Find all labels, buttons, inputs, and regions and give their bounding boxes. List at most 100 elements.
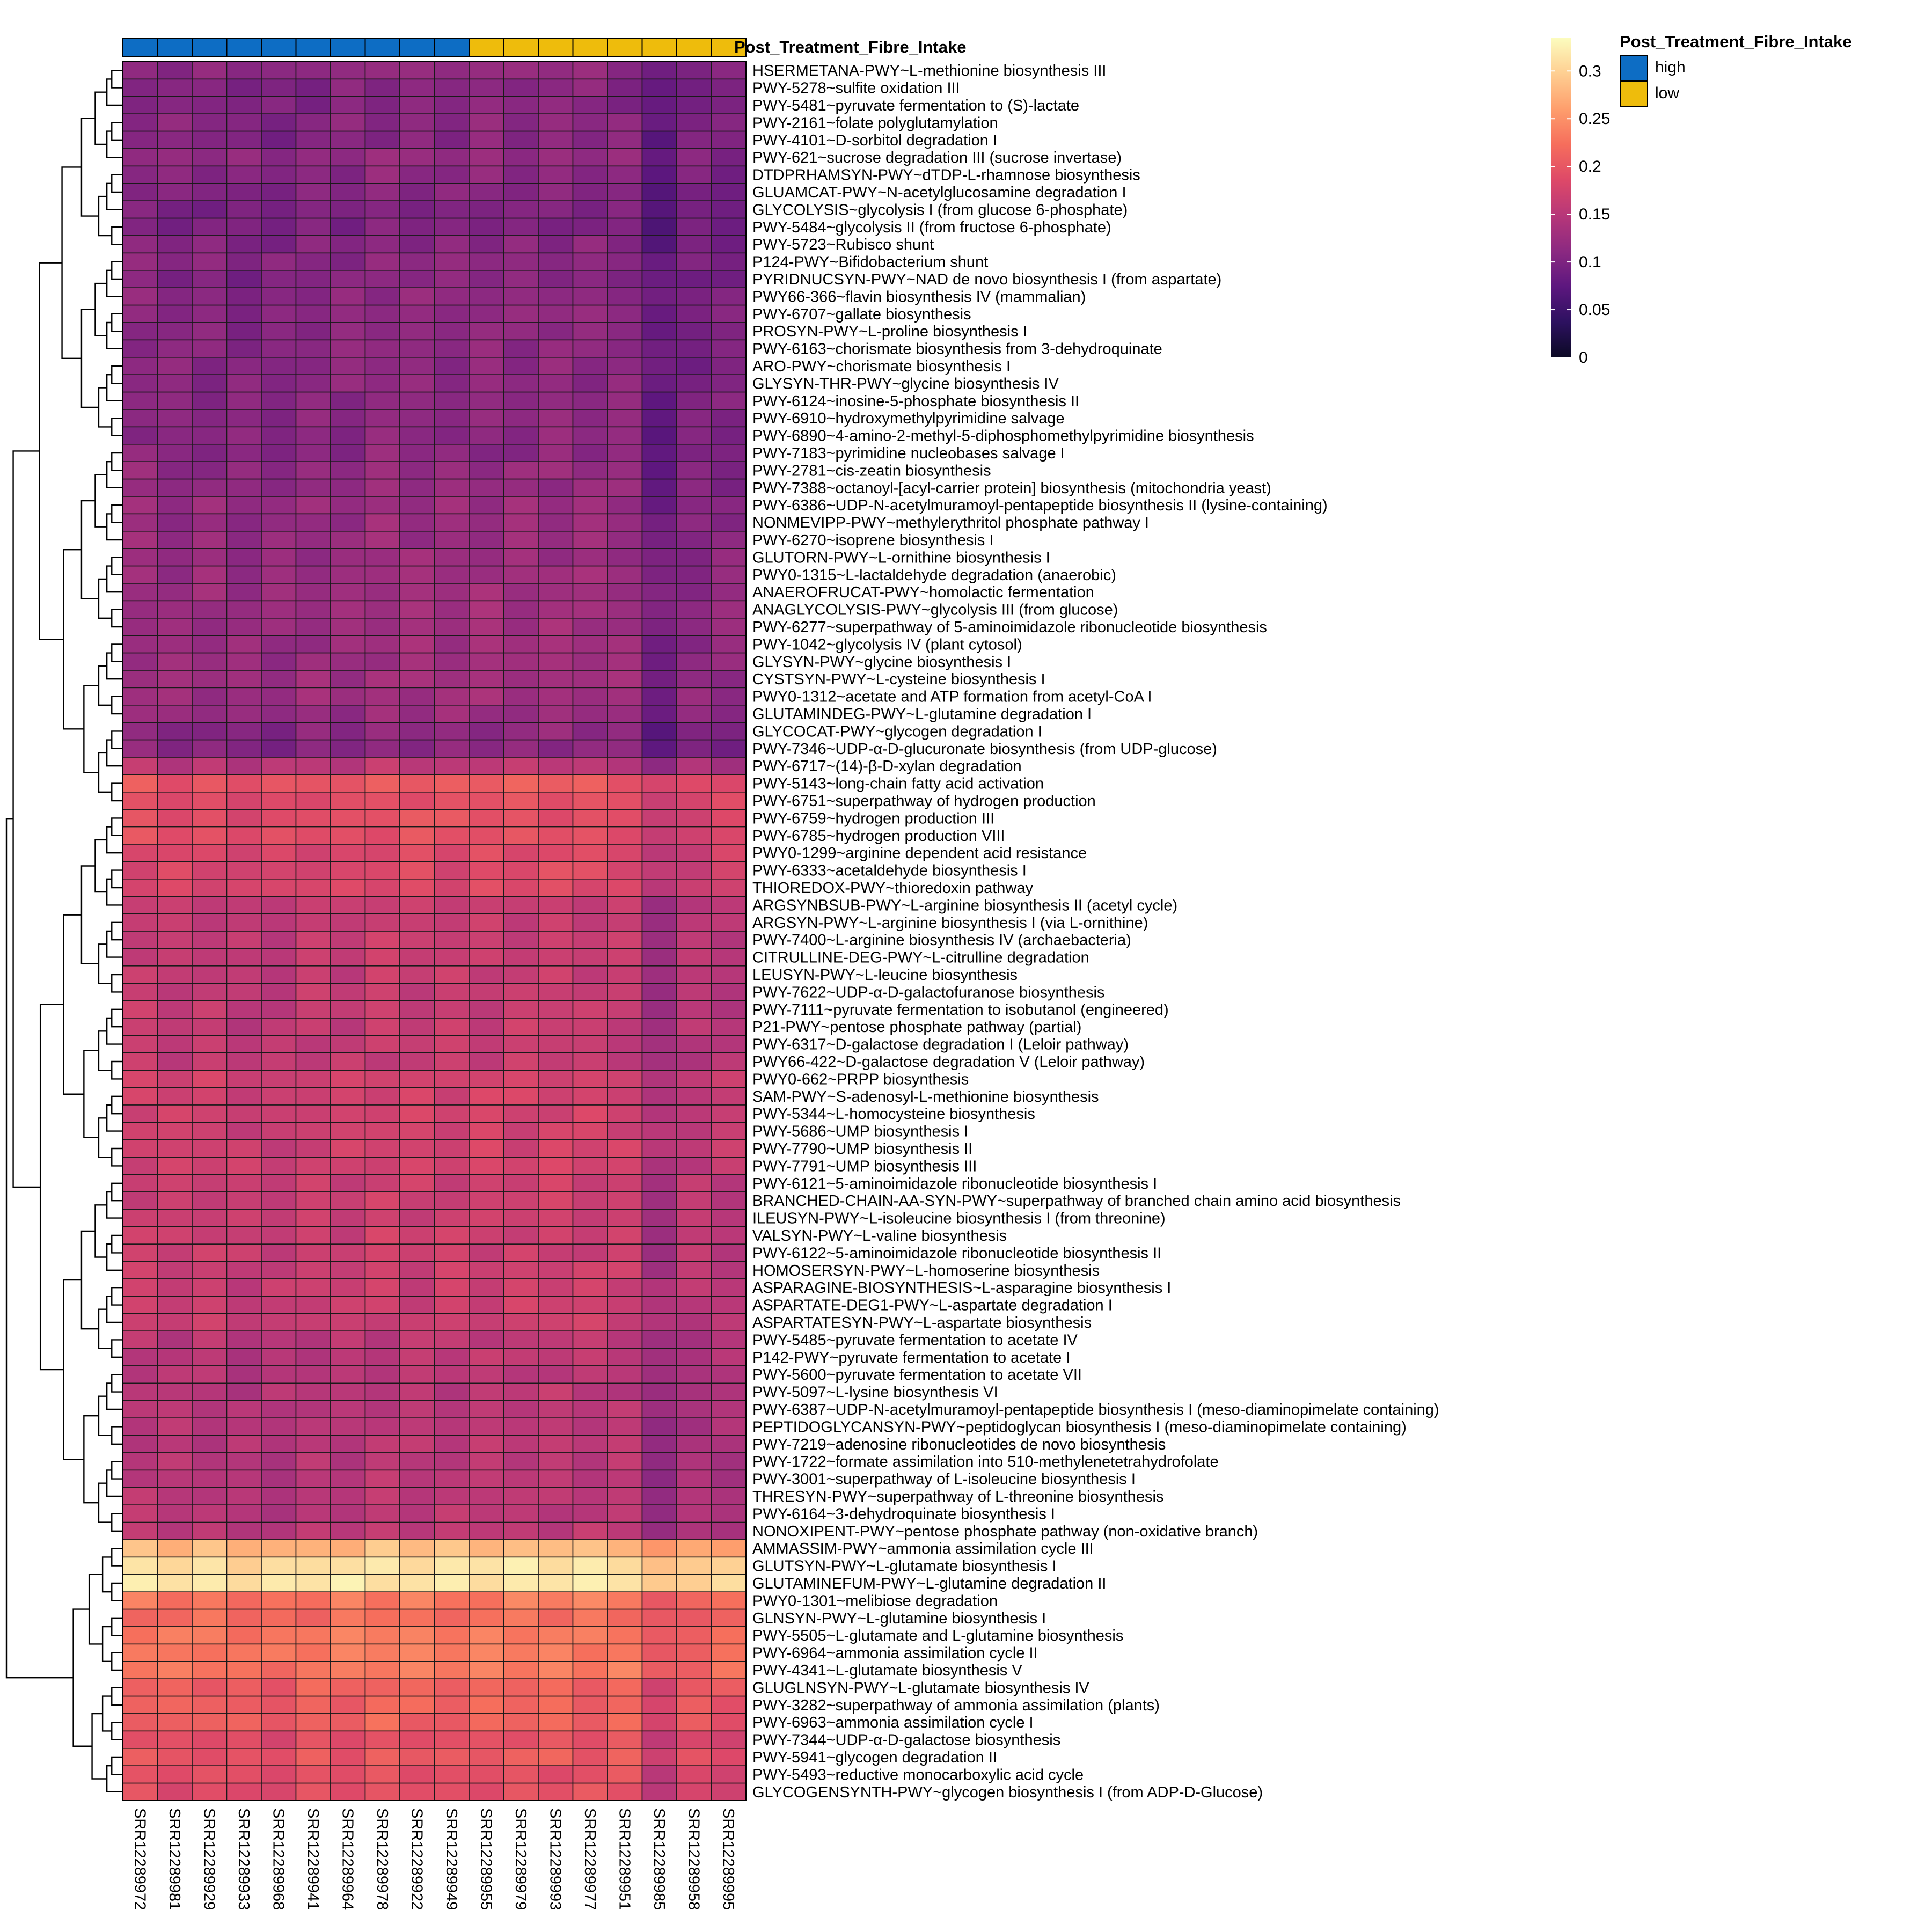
heatmap-cell — [364, 1122, 400, 1140]
heatmap-cell — [330, 1591, 366, 1610]
row-label: PWY-5484~glycolysis II (from fructose 6-… — [752, 219, 1111, 236]
heatmap-cell — [364, 461, 400, 480]
heatmap-cell — [364, 1018, 400, 1036]
heatmap-cell — [676, 339, 712, 358]
heatmap-cell — [572, 722, 608, 741]
heatmap-cell — [226, 705, 262, 723]
heatmap-cell — [434, 356, 470, 375]
row-label: PWY-6785~hydrogen production VIII — [752, 828, 1005, 845]
heatmap-cell — [676, 1191, 712, 1210]
heatmap-cell — [676, 322, 712, 341]
heatmap-cell — [192, 478, 228, 497]
heatmap-cell — [711, 722, 747, 741]
heatmap-cell — [503, 304, 539, 323]
heatmap-cell — [226, 879, 262, 897]
heatmap-cell — [226, 1435, 262, 1453]
heatmap-cell — [434, 182, 470, 201]
heatmap-cell — [711, 913, 747, 932]
heatmap-cell — [330, 1504, 366, 1523]
heatmap-cell — [226, 565, 262, 584]
heatmap-cell — [434, 409, 470, 428]
heatmap-cell — [330, 1313, 366, 1332]
heatmap-cell — [157, 1157, 193, 1175]
heatmap-cell — [364, 1435, 400, 1453]
heatmap-cell — [364, 983, 400, 1001]
heatmap-cell — [711, 78, 747, 97]
heatmap-cell — [434, 478, 470, 497]
heatmap-cell — [261, 757, 297, 775]
heatmap-cell — [676, 496, 712, 515]
heatmap-cell — [226, 583, 262, 602]
heatmap-cell — [261, 1000, 297, 1019]
heatmap-cell — [226, 809, 262, 828]
heatmap-cell — [469, 391, 504, 410]
heatmap-cell — [711, 496, 747, 515]
heatmap-cell — [607, 1452, 643, 1471]
annotation-cell — [122, 38, 158, 57]
heatmap-cell — [261, 809, 297, 828]
heatmap-cell — [122, 1087, 158, 1106]
colorbar-ticks: 0.30.250.20.150.10.050 — [1551, 62, 1610, 367]
heatmap-cell — [572, 1487, 608, 1506]
row-label: PWY-6751~superpathway of hydrogen produc… — [752, 793, 1096, 810]
heatmap-cell — [469, 530, 504, 549]
heatmap-cell — [157, 1052, 193, 1071]
heatmap-cell — [641, 1678, 677, 1697]
heatmap-cell — [399, 548, 435, 567]
heatmap-cell — [503, 1556, 539, 1575]
heatmap-cell — [434, 844, 470, 862]
heatmap-cell — [538, 391, 574, 410]
row-label: ANAGLYCOLYSIS-PWY~glycolysis III (from g… — [752, 602, 1118, 619]
heatmap-cell — [330, 1539, 366, 1558]
heatmap-cell — [607, 530, 643, 549]
heatmap-cell — [157, 426, 193, 445]
dendrogram-branch — [111, 1687, 122, 1706]
heatmap-cell — [607, 513, 643, 532]
heatmap-cell — [330, 1348, 366, 1366]
heatmap-cell — [399, 739, 435, 758]
heatmap-cell — [676, 983, 712, 1001]
heatmap-cell — [226, 1748, 262, 1767]
heatmap-cell — [503, 426, 539, 445]
column-label: SRR12289955 — [477, 1808, 494, 1910]
heatmap-cell — [469, 1504, 504, 1523]
heatmap-cell — [503, 374, 539, 393]
heatmap-cell — [676, 948, 712, 967]
heatmap-cell — [503, 1469, 539, 1488]
heatmap-cell — [157, 652, 193, 671]
heatmap-cell — [192, 1104, 228, 1123]
heatmap-cell — [607, 113, 643, 132]
heatmap-cell — [122, 548, 158, 567]
heatmap-cell — [157, 78, 193, 97]
heatmap-cell — [503, 1296, 539, 1314]
heatmap-cell — [330, 130, 366, 149]
heatmap-cell — [607, 1174, 643, 1192]
heatmap-cell — [434, 1556, 470, 1575]
heatmap-cell — [676, 861, 712, 880]
heatmap-cell — [330, 426, 366, 445]
heatmap-cell — [434, 374, 470, 393]
colorbar-tick-label: 0.1 — [1579, 253, 1601, 271]
heatmap-cell — [364, 1209, 400, 1227]
heatmap-cell — [538, 1243, 574, 1262]
heatmap-cell — [364, 374, 400, 393]
heatmap-cell — [330, 565, 366, 584]
colorbar-tick-label: 0 — [1579, 349, 1588, 367]
dendrogram-branch — [98, 1482, 112, 1523]
row-label: PWY-1722~formate assimilation into 510-m… — [752, 1453, 1219, 1470]
heatmap-cell — [503, 513, 539, 532]
heatmap-cell — [641, 1382, 677, 1401]
heatmap-cell — [676, 1539, 712, 1558]
heatmap-cell — [122, 235, 158, 254]
heatmap-cell — [434, 322, 470, 341]
heatmap-cell — [261, 1730, 297, 1749]
heatmap-cell — [226, 757, 262, 775]
heatmap-cell — [676, 1382, 712, 1401]
heatmap-cell — [538, 61, 574, 80]
row-label: NONMEVIPP-PWY~methylerythritol phosphate… — [752, 515, 1149, 532]
heatmap-cell — [434, 1661, 470, 1680]
heatmap-cell — [226, 1591, 262, 1610]
annotation-cell — [607, 38, 643, 57]
heatmap-cell — [469, 1243, 504, 1262]
row-label: PWY-5686~UMP biosynthesis I — [752, 1123, 968, 1140]
